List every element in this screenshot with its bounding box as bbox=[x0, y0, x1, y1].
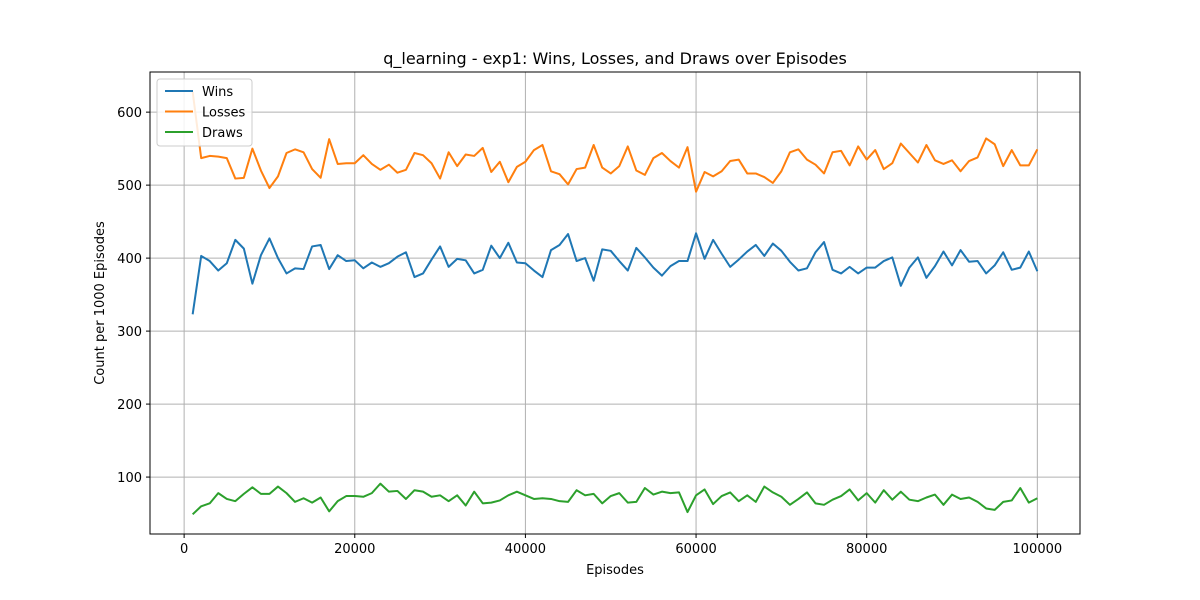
series-layer bbox=[191, 91, 1039, 516]
x-axis: 0 20000 40000 60000 80000 100000 bbox=[180, 534, 1062, 557]
x-tick-label: 100000 bbox=[1013, 542, 1063, 557]
chart-title: q_learning - exp1: Wins, Losses, and Dra… bbox=[383, 49, 847, 69]
series-line-wins bbox=[191, 232, 1039, 315]
legend-label-draws: Draws bbox=[202, 126, 243, 141]
y-tick-label: 600 bbox=[117, 106, 142, 121]
legend-box bbox=[156, 78, 253, 147]
x-tick-label: 80000 bbox=[846, 542, 887, 557]
y-tick-label: 100 bbox=[117, 471, 142, 486]
y-tick-label: 500 bbox=[117, 179, 142, 194]
grid-lines bbox=[150, 72, 1080, 534]
y-axis-label: Count per 1000 Episodes bbox=[93, 221, 108, 385]
x-axis-label: Episodes bbox=[586, 563, 644, 578]
legend-label-wins: Wins bbox=[202, 85, 233, 100]
legend-label-losses: Losses bbox=[202, 106, 246, 121]
x-tick-label: 0 bbox=[180, 542, 188, 557]
x-tick-label: 40000 bbox=[505, 542, 546, 557]
plot-frame bbox=[149, 71, 1081, 535]
y-tick-label: 400 bbox=[117, 252, 142, 267]
series-line-losses bbox=[191, 91, 1039, 193]
legend: Wins Losses Draws bbox=[156, 78, 253, 147]
x-tick-label: 20000 bbox=[334, 542, 375, 557]
y-tick-label: 300 bbox=[117, 325, 142, 340]
series-line-draws bbox=[191, 482, 1038, 516]
x-tick-label: 60000 bbox=[675, 542, 716, 557]
y-axis: 100 200 300 400 500 600 bbox=[117, 106, 150, 486]
y-tick-label: 200 bbox=[117, 398, 142, 413]
